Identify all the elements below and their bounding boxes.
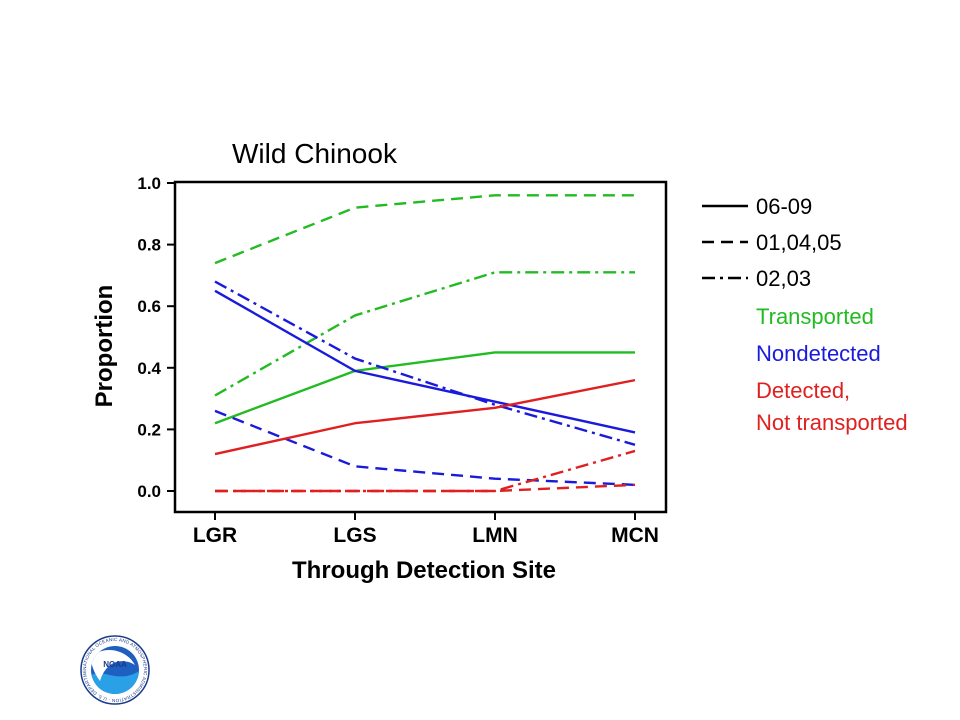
series-line — [214, 280, 636, 446]
series-line — [214, 271, 635, 397]
series-line — [214, 194, 635, 265]
series-line — [215, 449, 636, 493]
y-tick-label: 0.2 — [137, 420, 161, 439]
noaa-center-text: NOAA — [103, 660, 127, 669]
x-tick-label: LGS — [333, 524, 376, 547]
y-tick-label: 0.8 — [137, 236, 161, 255]
x-tick-label: LGR — [193, 524, 237, 547]
y-tick-label: 0.6 — [137, 297, 161, 316]
legend-style-label: 06-09 — [756, 194, 812, 219]
y-axis-label: Proportion — [91, 285, 118, 408]
legend: 06-09 01,04,05 02,03 Transported Nondetected… — [702, 194, 908, 435]
series-line — [214, 378, 636, 456]
legend-style-label: 02,03 — [756, 266, 811, 291]
legend-style-label: 01,04,05 — [756, 230, 842, 255]
y-axis: 0.0 0.2 0.4 0.6 0.8 1.0 — [137, 174, 175, 501]
x-axis-label: Through Detection Site — [292, 557, 556, 584]
series-layer — [214, 194, 636, 493]
plot-frame — [173, 180, 668, 514]
plot-area — [173, 180, 668, 514]
y-tick-label: 1.0 — [137, 174, 161, 193]
legend-color-label: Transported — [756, 304, 874, 329]
x-axis: LGR LGS LMN MCN — [193, 512, 659, 547]
legend-color-label: Detected, — [756, 378, 850, 403]
chart-title: Wild Chinook — [232, 138, 398, 169]
series-line — [214, 351, 635, 425]
noaa-logo: NATIONAL OCEANIC AND ATMOSPHERIC ADMINIS… — [80, 635, 150, 705]
legend-color-label: Nondetected — [756, 341, 881, 366]
series-line — [214, 409, 636, 487]
y-tick-label: 0.4 — [137, 359, 161, 378]
legend-color-label: Not transported — [756, 410, 908, 435]
x-tick-label: MCN — [611, 524, 659, 547]
x-tick-label: LMN — [472, 524, 518, 547]
y-tick-label: 0.0 — [137, 482, 161, 501]
series-line — [214, 289, 636, 434]
